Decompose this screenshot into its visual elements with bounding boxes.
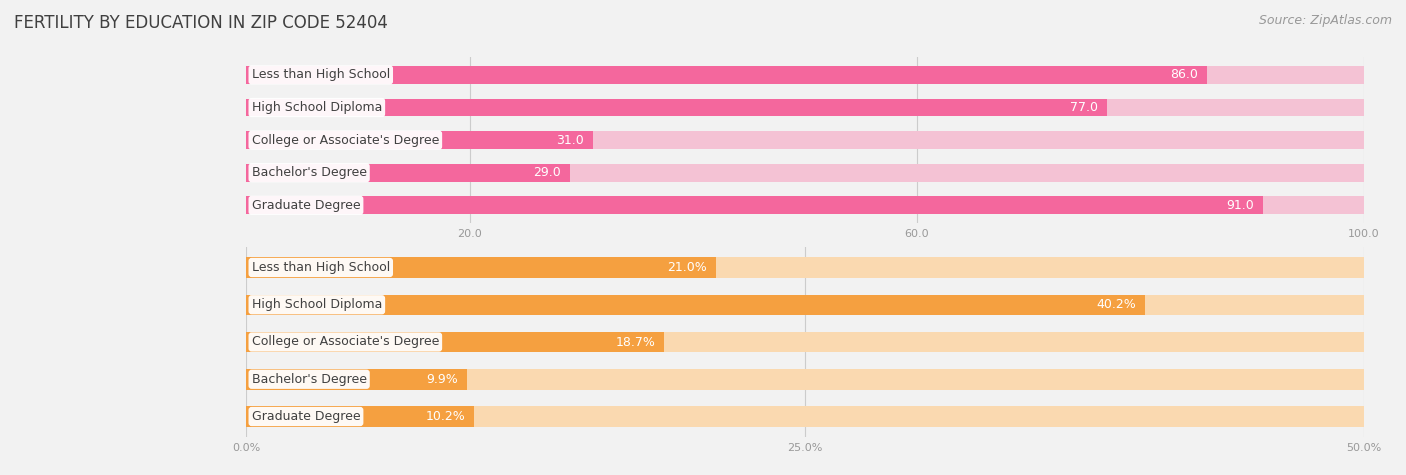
Text: FERTILITY BY EDUCATION IN ZIP CODE 52404: FERTILITY BY EDUCATION IN ZIP CODE 52404 — [14, 14, 388, 32]
Bar — [246, 257, 1364, 278]
Text: 29.0: 29.0 — [533, 166, 561, 179]
Text: College or Associate's Degree: College or Associate's Degree — [252, 133, 439, 147]
Bar — [246, 369, 467, 389]
Text: High School Diploma: High School Diploma — [252, 298, 382, 311]
Bar — [246, 98, 1107, 116]
Bar — [246, 406, 1364, 427]
Text: 77.0: 77.0 — [1070, 101, 1098, 114]
Text: Bachelor's Degree: Bachelor's Degree — [252, 166, 367, 179]
Text: Graduate Degree: Graduate Degree — [252, 199, 360, 212]
Bar — [246, 196, 1263, 214]
Bar — [246, 257, 716, 278]
Text: 10.2%: 10.2% — [426, 410, 465, 423]
Text: 18.7%: 18.7% — [616, 335, 655, 349]
Bar — [246, 332, 1364, 352]
Text: 86.0: 86.0 — [1171, 68, 1198, 81]
Text: 40.2%: 40.2% — [1097, 298, 1136, 311]
Bar — [246, 294, 1144, 315]
Text: Less than High School: Less than High School — [252, 68, 389, 81]
Text: College or Associate's Degree: College or Associate's Degree — [252, 335, 439, 349]
Text: Less than High School: Less than High School — [252, 261, 389, 274]
Bar — [246, 66, 1364, 84]
Text: 91.0: 91.0 — [1226, 199, 1254, 212]
Bar — [246, 332, 664, 352]
Text: 31.0: 31.0 — [555, 133, 583, 147]
Bar — [246, 164, 571, 181]
Text: Bachelor's Degree: Bachelor's Degree — [252, 373, 367, 386]
Text: Graduate Degree: Graduate Degree — [252, 410, 360, 423]
Text: Source: ZipAtlas.com: Source: ZipAtlas.com — [1258, 14, 1392, 27]
Text: 21.0%: 21.0% — [666, 261, 707, 274]
Text: High School Diploma: High School Diploma — [252, 101, 382, 114]
Bar — [246, 369, 1364, 389]
Bar — [246, 294, 1364, 315]
Bar — [246, 131, 592, 149]
Bar — [246, 196, 1364, 214]
Bar — [246, 98, 1364, 116]
Bar — [246, 164, 1364, 181]
Text: 9.9%: 9.9% — [426, 373, 458, 386]
Bar — [246, 66, 1208, 84]
Bar — [246, 406, 474, 427]
Bar — [246, 131, 1364, 149]
